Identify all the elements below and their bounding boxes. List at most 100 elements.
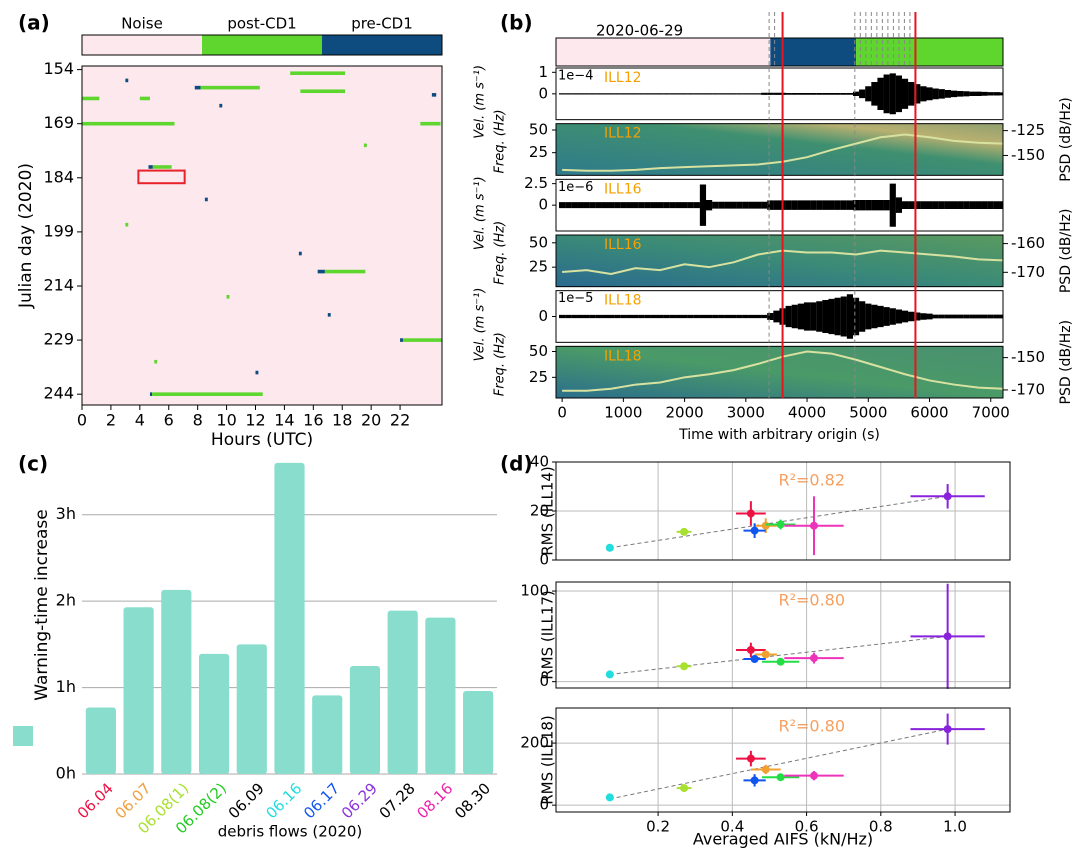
plot-bg [82,66,442,405]
x-tick-label: 06.29 [338,779,381,822]
y-tick-label: 199 [43,221,74,240]
x-tick-label: 18 [332,411,352,430]
point [746,645,755,654]
x-tick-label: 6 [164,411,174,430]
x-tick-label: 5000 [849,404,887,422]
class-segment [82,96,100,101]
class-segment [152,392,263,396]
colorbar-label: pre-CD1 [351,15,413,33]
point [943,725,952,734]
class-segment [770,38,857,66]
x-tick-label: 1.0 [943,818,967,836]
bar [236,644,267,774]
point [680,662,689,671]
date-label: 2020-06-29 [596,22,683,40]
class-segment [125,78,129,83]
y-tick-label: 1 [538,63,548,81]
y-tick-label: 2h [56,591,76,610]
x-axis-label: Averaged AIFS (kN/Hz) [693,830,873,849]
panel-label: (c) [18,452,48,476]
x-tick-label: 1000 [604,404,642,422]
bar [387,610,418,774]
x-tick-label: 4000 [788,404,826,422]
y-axis-label: Julian day (2020) [16,163,36,309]
y-axis-label: RMS (ILL14) [539,466,557,556]
class-segment [148,165,153,169]
x-tick-label: 0.2 [646,818,670,836]
trend-line [609,728,948,800]
x-tick-label: 12 [245,411,265,430]
trend-line [609,635,948,675]
x-tick-label: 2000 [665,404,703,422]
x-tick-label: 08.16 [413,779,456,822]
y-tick-label: 25 [529,143,548,161]
y-tick-label: 169 [43,113,74,132]
scale-label: 1e−6 [558,180,593,195]
class-segment [152,165,172,169]
bar [463,691,494,774]
plot-frame [555,581,1011,689]
y-axis-label: Freq. (Hz) [493,221,508,285]
y-axis-label: RMS (ILL18) [539,715,557,805]
y-axis-label: Vel. (m s⁻¹) [473,65,488,139]
panel-label: (b) [500,11,533,35]
class-segment [402,338,442,342]
panel-frame [555,123,1004,176]
point [776,520,785,529]
y-axis-label: RMS (ILL17) [539,590,557,680]
x-tick-label: 06.04 [74,779,117,822]
x-axis-label: Hours (UTC) [211,430,313,450]
y-tick-label: 3h [56,504,76,523]
psd-axis-label: PSD (dB/Hz) [1058,97,1074,182]
y-tick-label: 184 [43,167,74,186]
x-axis-label: debris flows (2020) [218,823,363,841]
x-tick-label: 08.30 [451,779,494,822]
y-tick-label: 154 [43,59,74,78]
y-axis-label: Freq. (Hz) [493,109,508,173]
colorbar-swatch [82,35,202,55]
point [746,509,755,518]
x-tick-label: 07.28 [376,779,419,822]
class-segment [255,370,259,375]
x-tick-label: 8 [193,411,203,430]
point [605,543,614,552]
point [809,654,818,663]
annotation: R²=0.82 [778,471,845,490]
point [776,773,785,782]
station-label: ILL18 [604,293,642,309]
class-segment [324,269,366,274]
x-tick-label: 14 [274,411,294,430]
class-segment [149,392,153,396]
point [943,492,952,501]
x-tick-label: 7000 [972,404,1010,422]
class-segment [300,89,346,94]
y-tick-label: 25 [529,368,548,386]
y-tick-label: 214 [43,275,74,294]
class-segment [556,38,771,66]
y-tick-label: 50 [529,342,548,360]
class-segment [856,38,1003,66]
bar [425,617,456,774]
x-tick-label: 22 [390,411,410,430]
y-tick-label: 50 [529,121,548,139]
x-tick-label: 0 [557,404,567,422]
x-tick-label: 16 [303,411,323,430]
y-axis-label: Vel. (m s⁻¹) [473,176,488,250]
spectrogram [556,123,1003,176]
psd-tick-label: -170 [1011,263,1045,281]
colorbar-swatch [202,35,322,55]
point [746,754,755,763]
station-label: ILL12 [604,126,642,142]
psd-tick-label: -170 [1011,380,1045,398]
y-tick-label: 0 [538,84,548,102]
x-tick-label: 06.17 [300,779,343,822]
y-tick-label: 0 [539,796,549,814]
y-tick-label: 0h [56,764,76,783]
x-tick-label: 06.16 [262,779,305,822]
class-segment [431,93,437,97]
bar [161,589,192,774]
x-tick-label: 3000 [727,404,765,422]
x-tick-label: 4 [135,411,145,430]
class-segment [219,103,223,108]
